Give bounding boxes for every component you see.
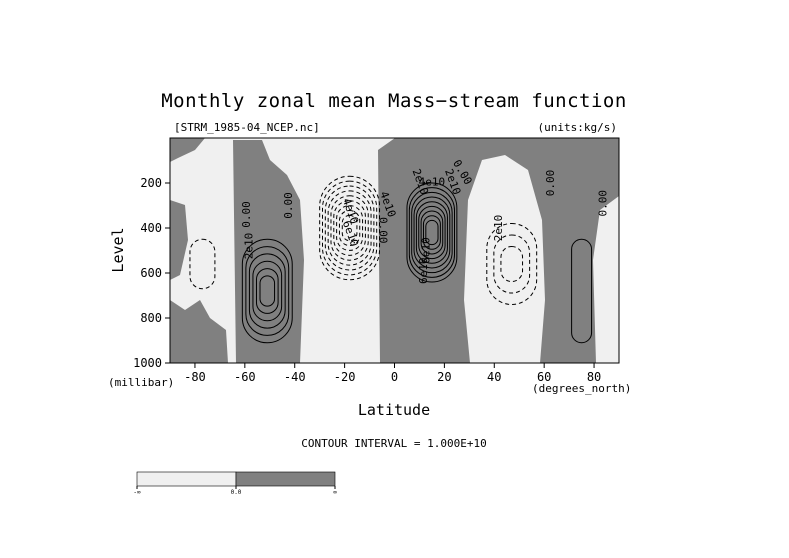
contour-ring-1-0 (319, 175, 381, 281)
positive-region-south (233, 140, 304, 363)
colorbar-positive-swatch (235, 471, 336, 487)
colorbar: -∞ 0.0 ∞ (133, 471, 337, 496)
contour-ring-0-3 (252, 260, 283, 322)
y-tick-label-0: 200 (140, 176, 162, 190)
y-axis-ticks: 200 400 600 800 1000 (133, 176, 170, 370)
contour-ring-0-1 (245, 246, 290, 336)
contour-ring-1-8 (341, 214, 358, 242)
x-tick-label-3: -20 (334, 370, 356, 384)
contour-ring-1-7 (338, 209, 361, 247)
y-tick-label-2: 600 (140, 266, 162, 280)
y-units-label: (millibar) (108, 376, 174, 389)
contour-ring-3-1 (493, 234, 531, 294)
contour-ring-0-0 (241, 238, 293, 344)
colorbar-label-max: ∞ (333, 489, 337, 496)
contour-ring-2-8 (425, 219, 439, 246)
x-tick-label-8: 80 (587, 370, 601, 384)
contour-label-6: 6e10 (417, 258, 430, 285)
contour-ring-1-5 (333, 200, 366, 256)
contour-ring-2-6 (420, 210, 444, 255)
y-tick-label-1: 400 (140, 221, 162, 235)
contour-ring-1-3 (327, 190, 372, 266)
contour-ring-2-7 (422, 215, 441, 250)
contour-ring-0-4 (255, 268, 279, 314)
contour-label-10: 6e10 (419, 237, 432, 264)
x-tick-label-1: -60 (234, 370, 256, 384)
contour-ring-3-0 (486, 223, 538, 305)
x-tick-label-2: -40 (284, 370, 306, 384)
contour-label-15: 0.00 (597, 190, 610, 217)
contour-interval-label: CONTOUR INTERVAL = 1.000E+10 (301, 437, 486, 450)
contour-ring-1-6 (336, 205, 364, 251)
contour-ring-2-0 (406, 182, 458, 283)
y-tick-label-4: 1000 (133, 356, 162, 370)
positive-region-north (378, 138, 619, 363)
contour-label-0: 0.00 (240, 201, 253, 228)
contour-label-12: 0.00 (282, 192, 295, 219)
x-axis-ticks: -80 -60 -40 -20 0 20 40 60 80 (184, 363, 601, 384)
file-label: [STRM_1985-04_NCEP.nc] (174, 121, 320, 134)
positive-shading (170, 138, 619, 363)
x-units-label: (degrees_north) (532, 382, 631, 395)
y-axis-label: Level (109, 227, 127, 272)
contour-label-9: 4e10 (419, 175, 446, 188)
x-tick-label-4: 0 (391, 370, 398, 384)
contour-ring-1-2 (324, 185, 375, 271)
contour-ring-0-2 (248, 253, 286, 329)
chart-title: Monthly zonal mean Mass−stream function (161, 90, 627, 112)
x-tick-label-6: 40 (487, 370, 501, 384)
contour-ring-2-2 (411, 191, 453, 274)
contour-ring-0-5 (259, 275, 276, 307)
x-axis-label: Latitude (358, 401, 430, 419)
contour-label-11: 2e10 (492, 215, 505, 242)
x-tick-label-5: 20 (437, 370, 451, 384)
x-tick-label-7: 60 (537, 370, 551, 384)
contour-ring-1-4 (330, 195, 369, 261)
contour-ring-2-1 (408, 187, 456, 278)
contour-ring-2-5 (418, 205, 446, 260)
units-label: (units:kg/s) (538, 121, 617, 134)
contour-ring-5-0 (571, 238, 593, 344)
positive-region-nw-corner (170, 138, 205, 162)
contour-label-14: 0.00 (544, 170, 557, 197)
contour-ring-2-4 (415, 201, 448, 264)
positive-region-sw-corner (170, 300, 228, 363)
colorbar-negative-swatch (136, 471, 237, 487)
contour-ring-1-1 (321, 180, 378, 276)
contour-ring-4-0 (189, 238, 216, 290)
y-tick-label-3: 800 (140, 311, 162, 325)
colorbar-label-min: -∞ (133, 489, 141, 496)
positive-region-w-edge (170, 200, 188, 280)
contour-label-1: 2e10 (242, 233, 255, 260)
contour-ring-2-3 (413, 196, 451, 269)
contour-label-4: 0.00 (377, 217, 390, 244)
contour-ring-3-2 (500, 245, 524, 283)
colorbar-label-zero: 0.0 (231, 489, 242, 496)
contour-lines (189, 175, 593, 344)
x-tick-label-0: -80 (184, 370, 206, 384)
